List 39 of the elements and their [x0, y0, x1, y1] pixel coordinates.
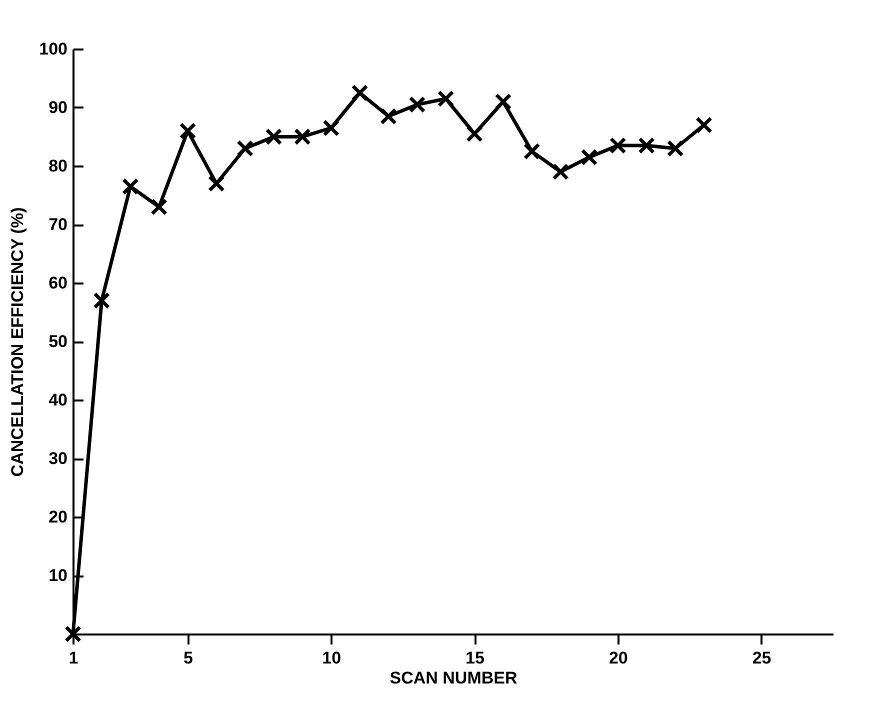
point: [580, 148, 598, 166]
point: [150, 198, 168, 216]
point: [122, 178, 139, 195]
point: [437, 90, 454, 108]
y-tick-label: 90: [48, 98, 68, 117]
point: [523, 142, 540, 160]
point: [236, 140, 254, 157]
point: [494, 93, 512, 110]
point: [294, 128, 311, 146]
x-tick-label: 10: [322, 648, 342, 668]
x-axis-title: SCAN NUMBER: [390, 668, 518, 688]
point: [408, 96, 426, 114]
y-tick-label: 30: [48, 449, 68, 468]
x-tick-label: 5: [183, 648, 193, 668]
x-tick-label: 20: [608, 648, 628, 668]
point: [208, 175, 225, 192]
y-tick-label: 60: [48, 274, 68, 292]
y-tick-label: 50: [48, 332, 68, 351]
point: [638, 137, 656, 154]
y-tick-label: 100: [39, 40, 68, 58]
x-tick-label: 15: [466, 648, 484, 668]
y-tick-label: 80: [48, 156, 68, 176]
y-tick-label: 40: [48, 390, 68, 410]
y-tick-label: 10: [48, 566, 68, 585]
point: [609, 137, 626, 154]
point: [666, 140, 684, 157]
point: [265, 128, 282, 146]
point: [93, 292, 110, 310]
point: [351, 84, 368, 102]
point: [179, 122, 196, 140]
point: [322, 120, 340, 136]
point: [695, 116, 712, 134]
y-tick-label: 70: [48, 215, 68, 234]
x-tick-label: 25: [752, 648, 772, 668]
y-axis-title: CANCELLATION EFFICIENCY (%): [8, 207, 28, 477]
point: [552, 163, 570, 180]
point: [380, 108, 397, 125]
y-tick-label: 20: [48, 508, 68, 526]
x-tick-label: 1: [68, 648, 78, 668]
